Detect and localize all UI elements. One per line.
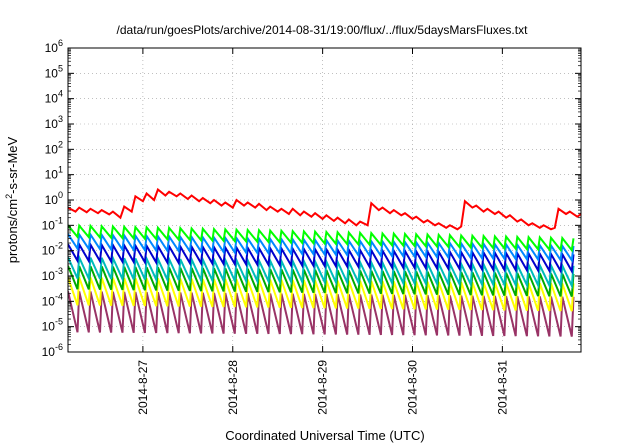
y-tick-label: 103 [45,114,63,131]
y-tick-label: 10-4 [42,291,63,308]
y-tick-label: 10-3 [42,266,63,283]
series-line [68,253,575,290]
x-tick-label: 2014-8-31 [495,360,509,415]
series-line [68,276,575,312]
series-line [68,241,575,275]
y-tick-label: 10-5 [42,317,63,334]
chart-title: /data/run/goesPlots/archive/2014-08-31/1… [117,23,529,37]
x-tick-label: 2014-8-30 [405,360,419,415]
y-tick-label: 10-6 [42,342,63,359]
y-tick-label: 104 [45,89,63,106]
y-tick-label: 100 [45,190,63,207]
y-tick-label: 102 [45,139,63,156]
x-tick-label: 2014-8-28 [226,360,240,415]
y-tick-label: 105 [45,63,63,80]
x-axis-label: Coordinated Universal Time (UTC) [225,428,424,443]
series-lines [68,187,581,337]
series-line [68,187,581,231]
series-line [68,291,575,337]
y-axis-ticks: 10-6 10-5 10-4 10-3 10-2 10-1 100 101 102 103 104 1… [42,38,581,359]
x-tick-label: 2014-8-29 [316,360,330,415]
x-axis-ticks: 2014-8-27 2014-8-28 2014-8-29 2014-8-30 2014… [136,48,509,415]
y-tick-label: 101 [45,165,63,182]
series-line [68,265,575,297]
series-line [68,223,575,253]
y-tick-label: 106 [45,38,63,55]
x-tick-label: 2014-8-27 [136,360,150,415]
y-tick-label: 10-2 [42,241,63,258]
y-axis-label: protons/cm2-s-sr-MeV [4,136,20,263]
series-line [68,231,575,264]
y-tick-label: 10-1 [42,215,63,232]
